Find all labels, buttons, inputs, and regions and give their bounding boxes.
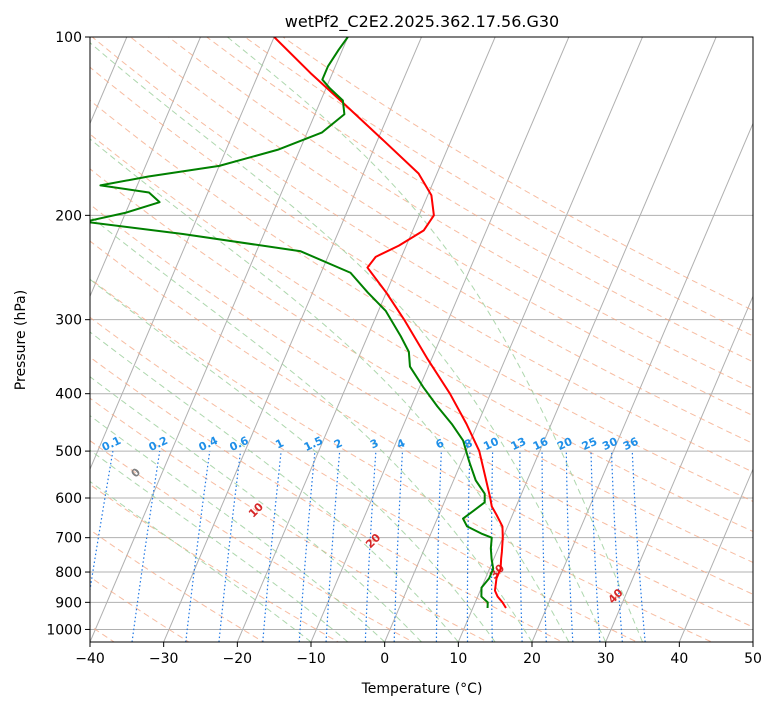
y-tick-label: 400 xyxy=(55,387,82,403)
mixing-ratio-line xyxy=(185,451,211,642)
x-tick-label: 10 xyxy=(449,651,467,667)
y-axis-ticks: 1000 900 800 700 600 500 400 300 200 100 xyxy=(46,30,90,638)
mixing-ratio-line xyxy=(262,451,282,642)
temperature-profile-line xyxy=(273,37,507,609)
y-tick-label: 300 xyxy=(55,313,82,329)
y-tick-label: 500 xyxy=(55,444,82,460)
isotherm-line xyxy=(163,37,423,642)
x-tick-label: −10 xyxy=(296,651,326,667)
x-tick-label: 40 xyxy=(670,651,688,667)
dry-adiabat-line xyxy=(282,37,753,312)
y-tick-label: 600 xyxy=(55,491,82,507)
moist-adiabat-line xyxy=(90,449,349,642)
isotherm-line xyxy=(384,37,644,642)
x-axis-ticks: −40 −30 −20 −10 0 10 20 30 40 50 xyxy=(75,642,762,667)
y-tick-label: 700 xyxy=(55,531,82,547)
isotherm-line xyxy=(310,37,570,642)
y-tick-label: 1000 xyxy=(46,622,82,638)
isotherm-line xyxy=(90,37,349,642)
dry-adiabat-line xyxy=(167,37,753,389)
x-tick-label: −30 xyxy=(149,651,179,667)
moist-adiabat-line xyxy=(90,42,607,642)
isobar-grid xyxy=(90,37,753,630)
y-axis-label: Pressure (hPa) xyxy=(13,290,29,390)
mixing-ratio-line xyxy=(131,451,161,642)
chart-title: wetPf2_C2E2.2025.362.17.56.G30 xyxy=(285,12,559,32)
dry-adiabat-line xyxy=(91,37,753,445)
mixing-ratio-label: 13 xyxy=(509,435,528,453)
isotherm-line xyxy=(678,467,753,642)
mixing-ratio-label: 30 xyxy=(600,435,620,453)
dry-adiabat-line xyxy=(244,37,753,337)
mixing-ratio-label: 10 xyxy=(481,435,501,453)
dewpoint-profile-line xyxy=(90,37,495,609)
moist-adiabat-line xyxy=(90,415,386,642)
mixing-ratio-label: 25 xyxy=(580,435,599,453)
dry-adiabat-line xyxy=(90,278,713,642)
x-axis-label: Temperature (°C) xyxy=(361,681,483,697)
x-tick-label: 0 xyxy=(380,651,389,667)
dry-adiabat-line xyxy=(90,356,564,642)
sounding-series xyxy=(90,37,507,609)
dry-adiabat-line xyxy=(90,529,265,642)
plot-frame xyxy=(89,36,754,643)
moist-adiabat-line xyxy=(227,37,643,642)
x-tick-label: −20 xyxy=(223,651,253,667)
moist-adiabat-line xyxy=(90,480,312,642)
y-tick-label: 100 xyxy=(55,30,82,46)
moist-adiabat-line xyxy=(90,376,422,642)
mixing-ratio-line xyxy=(90,450,114,594)
mixing-ratio-label: 36 xyxy=(621,435,641,453)
dry-adiabats xyxy=(90,37,753,642)
mixing-ratio-lines xyxy=(90,450,646,642)
dry-adiabat-line xyxy=(90,483,340,642)
moist-adiabat-line xyxy=(90,215,533,642)
plot-area: 0.10.20.40.611.52346810131620253036-100-… xyxy=(90,37,753,642)
isotherm-line xyxy=(236,37,496,642)
y-tick-label: 800 xyxy=(55,565,82,581)
dry-adiabat-line xyxy=(90,397,489,642)
isotherm-line xyxy=(605,295,753,642)
moist-adiabat-line xyxy=(90,138,570,642)
dry-adiabat-line xyxy=(90,240,753,628)
y-tick-label: 200 xyxy=(55,208,82,224)
dry-adiabat-line xyxy=(90,316,639,642)
moist-adiabat-line xyxy=(90,331,459,642)
isotherm-line xyxy=(90,37,275,471)
x-tick-label: 50 xyxy=(744,651,762,667)
isotherm-line xyxy=(531,122,753,642)
mixing-ratio-label: 16 xyxy=(531,435,551,453)
isotherm-line xyxy=(90,37,128,125)
isotherm-grid xyxy=(90,37,753,642)
x-tick-label: 30 xyxy=(597,651,615,667)
mixing-ratio-line xyxy=(298,451,316,642)
y-tick-label: 900 xyxy=(55,595,82,611)
dry-adiabat-line xyxy=(90,203,753,595)
isotherm-line xyxy=(457,37,717,642)
mixing-ratio-label: 20 xyxy=(555,435,575,453)
dry-adiabat-line xyxy=(90,66,753,473)
dry-adiabat-line xyxy=(90,168,753,563)
moist-adiabats xyxy=(90,37,643,642)
x-tick-label: 20 xyxy=(523,651,541,667)
x-tick-label: −40 xyxy=(75,651,105,667)
mixing-ratio-line xyxy=(218,451,242,642)
isotherm-line xyxy=(90,37,202,298)
moist-adiabat-line xyxy=(90,278,496,642)
